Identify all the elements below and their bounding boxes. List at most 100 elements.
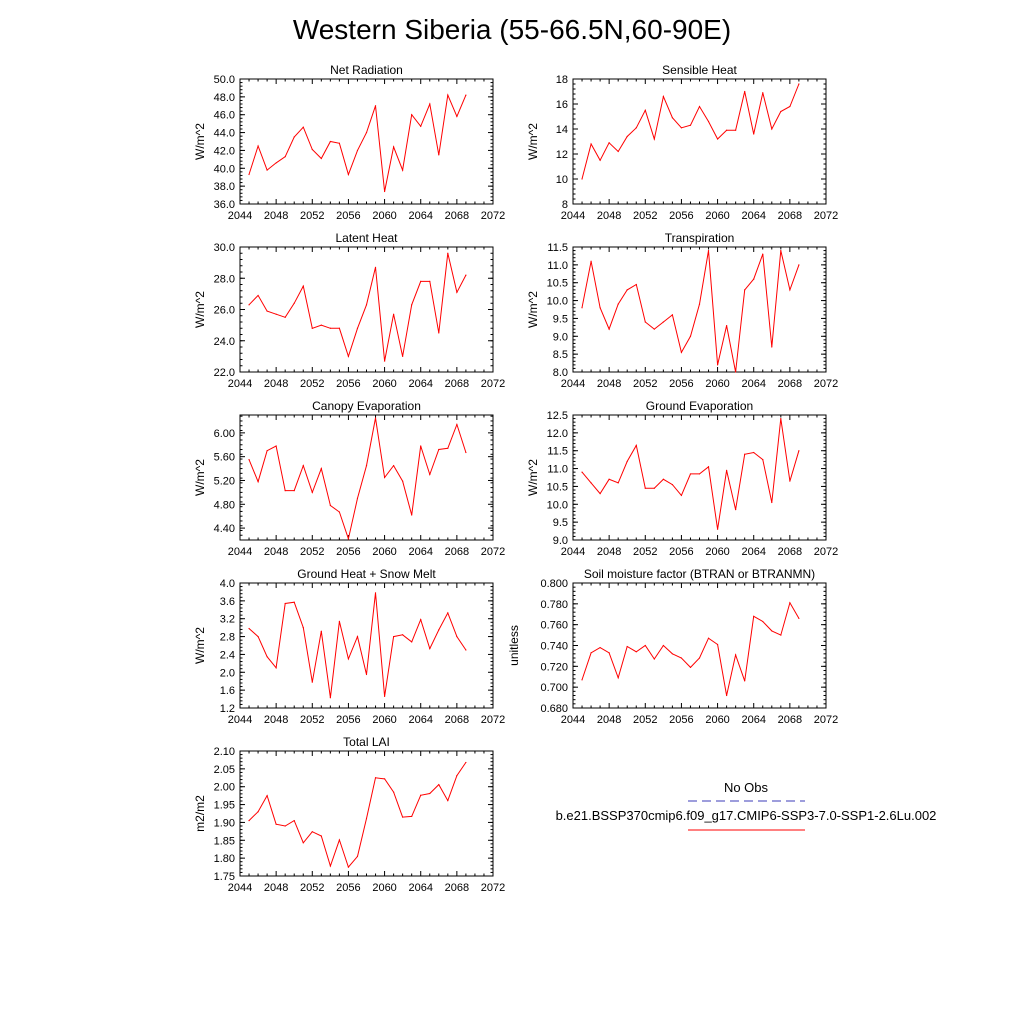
y-tick-label: 9.5 [553,313,568,325]
data-point [599,159,601,161]
data-point [735,129,737,131]
x-tick-label: 2068 [778,714,802,726]
data-point [248,820,250,822]
data-point [447,94,449,96]
x-tick-label: 2072 [481,546,505,558]
x-tick-label: 2060 [705,546,729,558]
x-tick-label: 2072 [814,210,838,222]
y-tick-label: 11.5 [547,242,568,254]
y-tick-label: 2.00 [214,782,235,794]
data-point [365,673,368,676]
data-point [266,795,268,797]
data-point [347,355,350,357]
x-tick-label: 2052 [300,378,324,390]
data-point [698,105,701,108]
y-tick-label: 14 [556,124,568,136]
y-tick-label: 1.90 [214,817,235,829]
data-point [680,351,683,353]
data-point [438,783,440,786]
data-point [762,92,764,94]
y-tick-label: 4.40 [214,523,235,535]
x-tick-label: 2064 [408,378,432,390]
plot-frame [572,78,827,205]
x-tick-label: 2064 [741,546,765,558]
chart-panel-2: Sensible Heat W/m^2 2044 2048 2052 2056 2060 20… [526,63,838,222]
data-point [429,648,431,650]
y-tick-label: 11.0 [547,260,568,272]
data-point [726,469,728,471]
y-tick-label: 38.0 [214,181,235,193]
data-point [599,307,601,309]
y-tick-label: 0.720 [540,661,568,673]
data-point [617,150,619,153]
data-point [447,800,449,802]
data-point [707,637,710,639]
data-point [653,138,655,140]
data-point [302,842,304,844]
x-tick-label: 2060 [372,882,396,894]
y-tick-label: 24.0 [214,336,235,348]
y-tick-label: 12.5 [547,410,568,422]
data-point [383,476,386,479]
data-point [284,156,286,158]
data-point [707,249,710,252]
x-tick-label: 2056 [336,378,360,390]
x-tick-label: 2044 [228,714,252,726]
chart-panel-3: Latent Heat W/m^2 2044 2048 2052 2056 2060 2064… [193,231,505,390]
y-tick-label: 0.800 [540,578,568,590]
data-point [590,652,592,654]
data-point [447,252,449,254]
x-tick-label: 2044 [561,210,585,222]
y-tick-label: 0.780 [540,599,568,611]
y-tick-label: 12 [556,149,568,161]
data-point [420,619,422,621]
series-line [248,592,467,698]
figure-title: Western Siberia (55-66.5N,60-90E) [292,14,732,45]
data-point [429,473,431,476]
data-point [248,304,250,306]
y-tick-label: 2.10 [214,746,235,758]
plot-frame [239,414,494,541]
y-tick-label: 30.0 [214,242,235,254]
data-point [744,680,746,682]
series-line [581,601,800,696]
x-tick-label: 2072 [481,210,505,222]
data-point [257,294,259,297]
data-point [789,105,791,108]
data-point [411,304,413,306]
y-tick-label: 10.5 [547,481,568,493]
y-tick-label: 44.0 [214,128,235,140]
data-point [716,138,719,140]
y-tick-label: 2.8 [220,632,235,644]
x-tick-label: 2060 [705,714,729,726]
data-point [329,504,331,507]
data-point [383,695,386,697]
data-point [365,817,368,820]
x-tick-label: 2048 [597,714,621,726]
data-point [780,634,782,636]
data-point [744,453,746,455]
x-tick-label: 2056 [336,714,360,726]
x-tick-label: 2064 [741,378,765,390]
data-point [789,289,791,291]
plot-frame [239,750,494,877]
y-axis-label: m2/m2 [193,795,207,832]
x-tick-label: 2056 [669,714,693,726]
data-point [689,124,692,126]
data-point [257,635,259,638]
data-point [266,450,268,452]
y-tick-label: 0.700 [540,682,568,694]
data-point [789,480,791,482]
y-tick-label: 48.0 [214,92,235,104]
y-tick-label: 46.0 [214,110,235,122]
plot-frame [572,414,827,541]
data-point [635,127,637,129]
data-point [402,816,404,818]
series-line [248,417,467,541]
data-point [780,249,782,252]
data-point [771,346,773,348]
y-tick-label: 8.0 [553,367,568,379]
data-point [644,644,646,647]
x-tick-label: 2052 [300,882,324,894]
